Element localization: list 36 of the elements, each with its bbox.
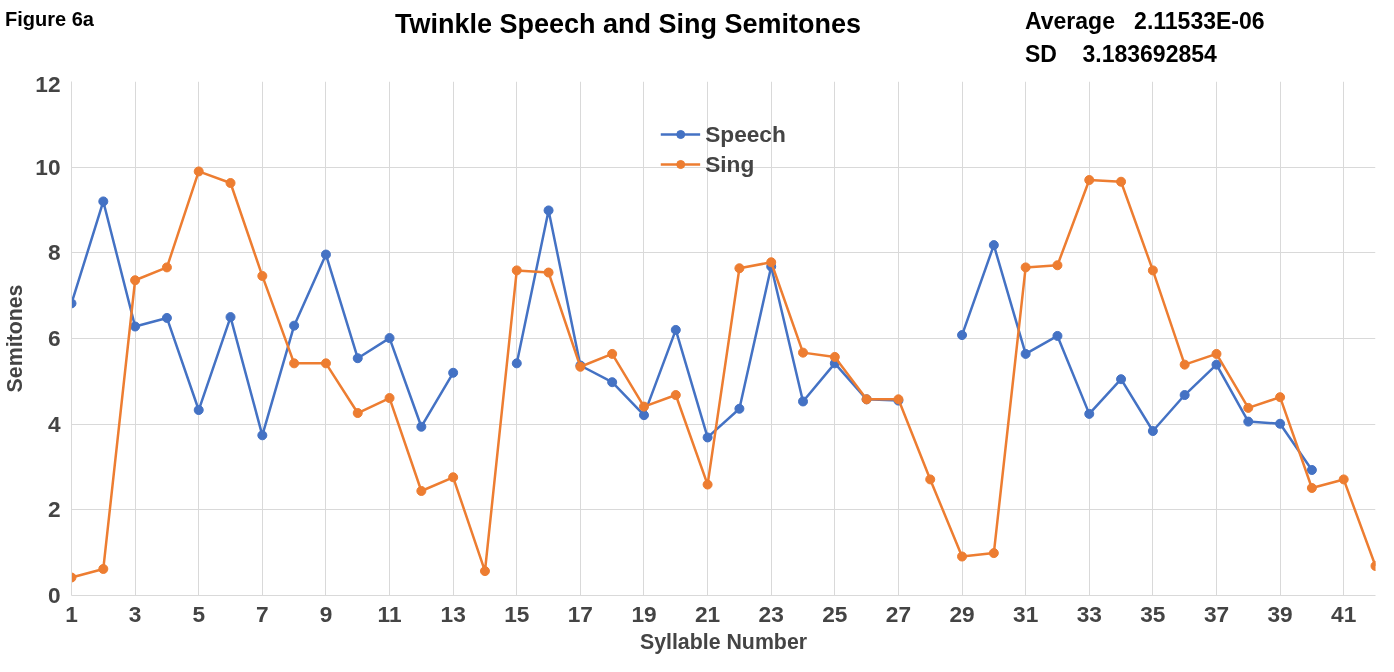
x-tick-label: 11 (377, 600, 402, 627)
x-tick-label: 3 (128, 600, 142, 627)
caption: Figure 6a (5, 7, 94, 32)
x-tick-label: 17 (567, 600, 593, 627)
x-tick-label: 31 (1013, 600, 1039, 627)
text: SD 3.183692854 (1025, 39, 1218, 69)
x-tick-label: 1 (65, 600, 78, 627)
x-tick-label: 29 (949, 600, 975, 627)
legend-label: Speech (705, 120, 786, 148)
y-tick-label: 0 (47, 581, 61, 608)
y-tick-label: 6 (47, 324, 61, 351)
y-tick-label: 12 (35, 70, 61, 97)
x-tick-label: 25 (822, 600, 848, 627)
x-tick-label: 37 (1203, 600, 1230, 627)
y-tick-label: 10 (35, 153, 61, 180)
y-axis-title: Semitones (3, 284, 28, 393)
y-tick-label: 4 (47, 410, 61, 437)
x-tick-label: 33 (1076, 600, 1102, 627)
x-tick-label: 21 (695, 600, 721, 627)
x-tick-label: 13 (440, 600, 466, 627)
x-tick-label: 15 (504, 600, 530, 627)
x-tick-label: 27 (885, 600, 912, 627)
x-tick-label: 39 (1267, 600, 1293, 627)
x-tick-label: 35 (1140, 600, 1166, 627)
x-tick-label: 9 (319, 600, 333, 627)
x-tick-label: 7 (256, 600, 269, 627)
y-tick-label: 2 (47, 496, 61, 523)
x-axis-title: Syllable Number (639, 629, 808, 654)
y-tick-label: 8 (47, 239, 61, 266)
chart-title: Twinkle Speech and Sing Semitones (395, 8, 862, 41)
legend-label: Sing (705, 150, 755, 178)
x-tick-label: 41 (1331, 600, 1357, 627)
x-tick-label: 19 (631, 600, 657, 627)
text: Average 2.11533E-06 (1025, 7, 1265, 36)
x-tick-label: 23 (758, 600, 784, 627)
x-tick-label: 5 (192, 600, 206, 627)
